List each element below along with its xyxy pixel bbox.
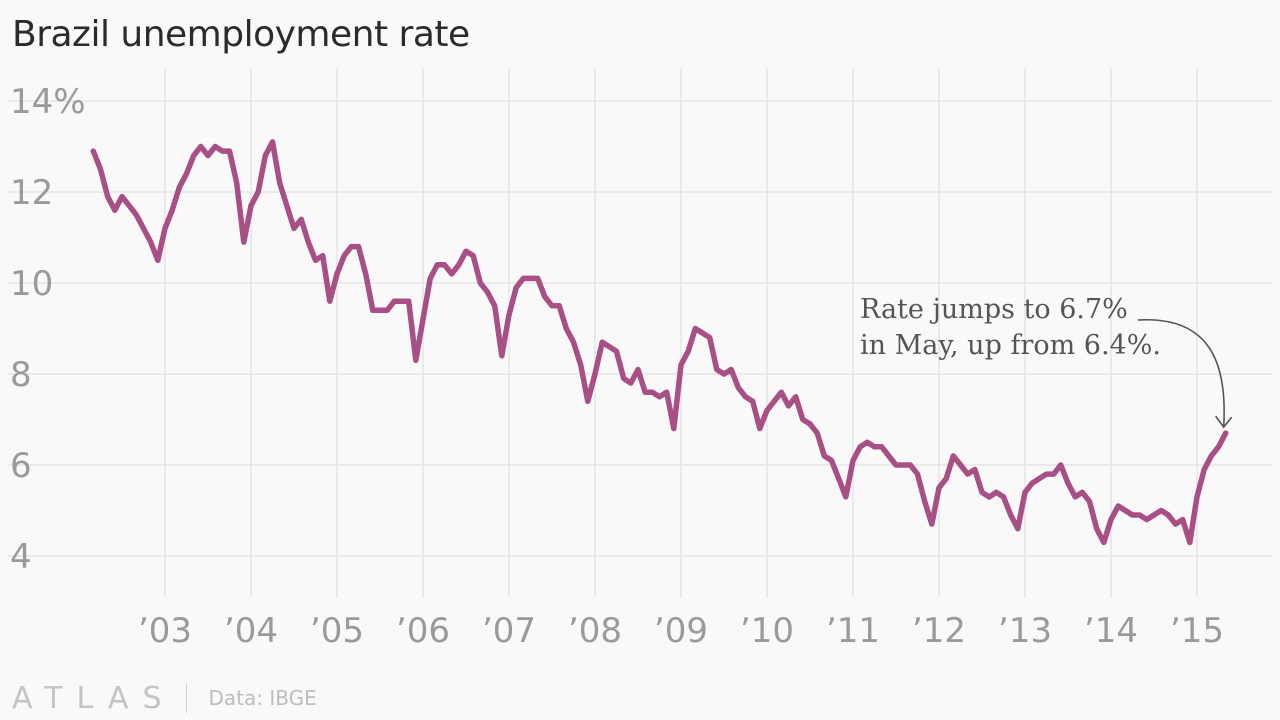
x-tick-label: ’15	[1170, 611, 1224, 651]
annotation-arrowhead	[1215, 415, 1233, 429]
footer: ATLAS Data: IBGE	[12, 680, 317, 716]
x-tick-label: ’03	[138, 611, 192, 651]
y-axis-labels: 4 6 8 10 12 14%	[10, 82, 86, 577]
x-tick-label: ’07	[482, 611, 536, 651]
x-tick-label: ’09	[654, 611, 708, 651]
y-gridlines	[8, 100, 1272, 557]
brand-logo: ATLAS	[12, 680, 176, 716]
x-tick-label: ’11	[826, 611, 880, 651]
annotation-arrow	[1137, 319, 1225, 428]
annotation-line-1: Rate jumps to 6.7%	[860, 294, 1128, 325]
chart-title: Brazil unemployment rate	[12, 14, 470, 55]
series-line	[90, 139, 1229, 546]
x-tick-label: ’08	[568, 611, 622, 651]
y-tick-label: 14%	[10, 82, 86, 122]
y-tick-label: 4	[10, 537, 32, 577]
footer-divider	[185, 683, 187, 713]
y-tick-label: 12	[10, 173, 53, 213]
x-tick-label: ’05	[310, 611, 364, 651]
x-tick-label: ’04	[224, 611, 278, 651]
y-tick-label: 10	[10, 264, 53, 304]
x-tick-label: ’10	[740, 611, 794, 651]
x-tick-label: ’06	[396, 611, 450, 651]
x-axis-labels: ’03 ’04 ’05 ’06 ’07 ’08 ’09 ’10 ’11 ’12 ’13 ’14 ’15	[138, 611, 1224, 651]
source-note: Data: IBGE	[208, 686, 317, 710]
x-tick-label: ’13	[998, 611, 1052, 651]
annotation: Rate jumps to 6.7% in May, up from 6.4%.	[860, 294, 1233, 429]
x-tick-label: ’14	[1084, 611, 1138, 651]
annotation-line-2: in May, up from 6.4%.	[860, 330, 1161, 361]
x-gridlines	[164, 68, 1198, 598]
y-tick-label: 6	[10, 446, 32, 486]
x-tick-label: ’12	[912, 611, 966, 651]
y-tick-label: 8	[10, 355, 32, 395]
